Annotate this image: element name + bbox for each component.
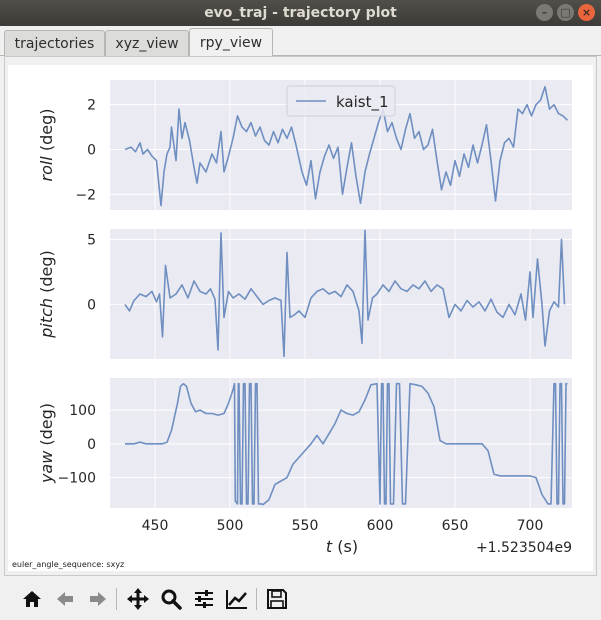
x-tick-label: 500 bbox=[217, 518, 244, 534]
tab-label: xyz_view bbox=[115, 35, 179, 52]
y-tick-label: −100 bbox=[58, 471, 96, 487]
forward-arrow-icon[interactable] bbox=[84, 586, 112, 612]
plot-canvas: 2 0 −2 roll (deg) kaist_1 5 0 pitch (deg) 100 0 −1… bbox=[8, 65, 593, 571]
y-tick-label: 0 bbox=[87, 142, 96, 158]
window-controls: – □ × bbox=[536, 4, 595, 21]
euler-sequence-note: euler_angle_sequence: sxyz bbox=[12, 560, 125, 569]
y-tick-label: 0 bbox=[87, 437, 96, 453]
y-tick-label: 0 bbox=[87, 297, 96, 313]
matplotlib-toolbar bbox=[0, 578, 601, 620]
yaw-axes-background bbox=[110, 378, 572, 508]
legend-label: kaist_1 bbox=[336, 93, 389, 112]
pitch-subplot: 5 0 pitch (deg) bbox=[37, 229, 572, 359]
configure-subplots-icon[interactable] bbox=[190, 586, 218, 612]
tab-xyz-view[interactable]: xyz_view bbox=[105, 30, 189, 56]
pitch-series-line bbox=[124, 229, 566, 358]
yaw-axis-label: yaw (deg) bbox=[37, 403, 56, 484]
home-icon[interactable] bbox=[18, 586, 46, 612]
x-tick-label: 450 bbox=[142, 518, 169, 534]
tab-trajectories[interactable]: trajectories bbox=[4, 30, 105, 56]
pitch-axis-label: pitch (deg) bbox=[37, 250, 56, 339]
window-title: evo_traj - trajectory plot bbox=[204, 5, 397, 21]
x-tick-label: 600 bbox=[367, 518, 394, 534]
y-tick-label: −2 bbox=[75, 187, 96, 203]
edit-axis-line-icon[interactable] bbox=[223, 586, 251, 612]
window-titlebar: evo_traj - trajectory plot – □ × bbox=[0, 0, 601, 26]
y-tick-label: 2 bbox=[87, 98, 96, 114]
legend: kaist_1 bbox=[286, 85, 396, 117]
toolbar-separator bbox=[256, 588, 257, 610]
y-tick-label: 5 bbox=[87, 232, 96, 248]
pitch-axes-background bbox=[110, 229, 572, 359]
x-offset-text: +1.523504e9 bbox=[476, 540, 572, 556]
x-tick-label: 650 bbox=[442, 518, 469, 534]
x-tick-label: 550 bbox=[292, 518, 319, 534]
roll-axis-label: roll (deg) bbox=[37, 109, 56, 182]
tab-label: rpy_view bbox=[199, 35, 263, 51]
close-button[interactable]: × bbox=[578, 4, 595, 21]
tab-rpy-view[interactable]: rpy_view bbox=[189, 28, 273, 57]
x-axis-label: t (s) bbox=[326, 537, 358, 556]
back-arrow-icon[interactable] bbox=[51, 586, 79, 612]
minimize-button[interactable]: – bbox=[536, 4, 553, 21]
roll-subplot: 2 0 −2 roll (deg) kaist_1 bbox=[37, 80, 572, 210]
zoom-magnifier-icon[interactable] bbox=[157, 586, 185, 612]
roll-series-line bbox=[124, 85, 569, 207]
pan-move-icon[interactable] bbox=[124, 586, 152, 612]
y-tick-label: 100 bbox=[69, 403, 96, 419]
yaw-series-line bbox=[125, 382, 568, 506]
tab-bar: trajectories xyz_view rpy_view bbox=[0, 26, 601, 57]
x-tick-label: 700 bbox=[517, 518, 544, 534]
tab-label: trajectories bbox=[14, 35, 95, 52]
save-floppy-icon[interactable] bbox=[263, 586, 291, 612]
maximize-button[interactable]: □ bbox=[557, 4, 574, 21]
toolbar-separator bbox=[116, 588, 117, 610]
rpy-figure: 2 0 −2 roll (deg) kaist_1 5 0 pitch (deg) 100 0 −1… bbox=[37, 80, 572, 556]
